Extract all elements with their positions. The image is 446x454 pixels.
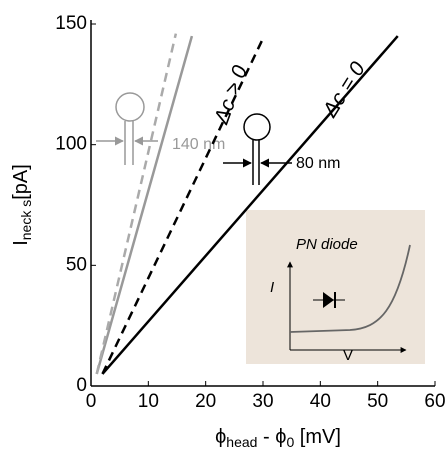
annotation: 140 nm [172, 136, 225, 153]
series-label: Δc = 0 [318, 58, 370, 122]
annotation: V [343, 347, 353, 364]
x-tick-label: 0 [86, 391, 97, 412]
x-tick-label: 20 [195, 391, 216, 412]
x-tick-label: 10 [138, 391, 159, 412]
line [101, 35, 399, 375]
inset [287, 244, 411, 353]
line [95, 35, 194, 375]
annotation: 80 nm [296, 155, 340, 172]
y-axis-label: Ineck s[pA] [10, 164, 33, 246]
series-label: Δc > 0 [210, 62, 253, 128]
y-tick-label: 50 [66, 254, 87, 275]
y-tick-label: 150 [55, 13, 87, 34]
x-axis-label: ϕhead - ϕ0 [mV] [215, 426, 341, 449]
annotation: I [270, 279, 274, 296]
spine-black [223, 113, 292, 185]
x-tick-label: 40 [310, 391, 331, 412]
annotation: PN diode [296, 236, 358, 253]
inset-bg [246, 210, 425, 364]
x-tick-label: 30 [252, 391, 273, 412]
y-tick-label: 0 [76, 375, 87, 396]
y-tick-label: 100 [55, 134, 87, 155]
line [95, 33, 178, 375]
x-tick-label: 50 [367, 391, 388, 412]
spine-gray [96, 92, 158, 165]
line [101, 35, 266, 375]
x-tick-label: 60 [424, 391, 445, 412]
